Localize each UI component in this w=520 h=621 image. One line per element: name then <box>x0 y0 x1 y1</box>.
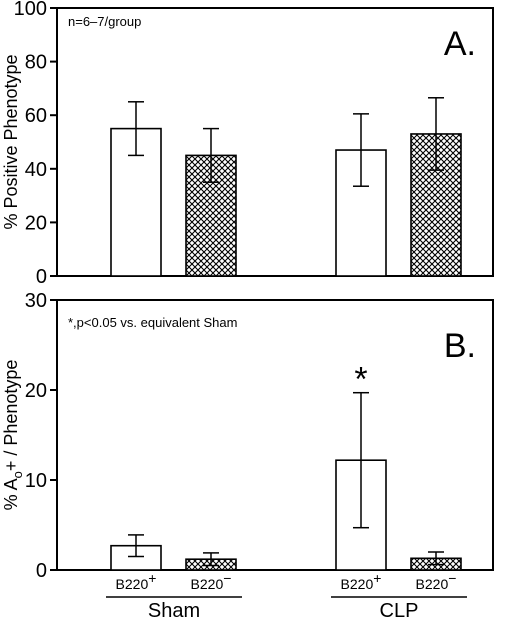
y-tick-label: 0 <box>36 560 47 582</box>
y-tick-label: 30 <box>25 290 47 312</box>
x-category-label: B220+ <box>116 570 157 592</box>
error-bar <box>128 101 144 157</box>
y-axis-title-part: % A <box>1 478 21 510</box>
y-tick-label: 60 <box>25 105 47 127</box>
y-axis-title: % Ao+ / Phenotype <box>1 360 25 511</box>
y-tick-label: 40 <box>25 159 47 181</box>
y-tick-label: 100 <box>14 0 47 20</box>
y-axis-title: % Positive Phenotype <box>1 54 21 229</box>
panel-a-annotation: n=6–7/group <box>68 14 141 29</box>
x-category-label: B220− <box>416 570 457 592</box>
y-axis-title-part: o <box>10 471 25 478</box>
y-tick-label: 0 <box>36 266 47 288</box>
group-label: CLP <box>380 600 419 621</box>
x-category-label: B220+ <box>341 570 382 592</box>
y-axis-title-part: + / Phenotype <box>1 360 21 472</box>
y-tick-label: 20 <box>25 212 47 234</box>
significance-marker: * <box>354 361 367 399</box>
error-bar <box>203 127 219 183</box>
panel-b-letter: B. <box>444 327 476 365</box>
panel-a: 0 20 40 60 80 100 % Positive Phenotype n=6–7/gr… <box>1 0 494 288</box>
error-bar <box>353 113 369 187</box>
group-label: Sham <box>148 600 200 621</box>
y-tick-label: 80 <box>25 52 47 74</box>
panel-b-annotation: *,p<0.05 vs. equivalent Sham <box>68 315 237 330</box>
error-bar <box>428 97 444 171</box>
panel-b-frame <box>56 299 494 571</box>
panel-a-frame <box>56 7 494 277</box>
panel-b: 0 10 20 30 % Ao+ / Phenotype *,p<0.05 vs. equ… <box>1 290 494 582</box>
y-tick-label: 20 <box>25 380 47 402</box>
panel-a-letter: A. <box>444 25 476 63</box>
error-bar <box>428 551 444 566</box>
x-category-label: B220− <box>191 570 232 592</box>
error-bar <box>128 534 144 558</box>
error-bar <box>203 552 219 567</box>
error-bar <box>353 391 369 529</box>
x-axis-labels: B220+ B220− B220+ B220− Sham CLP <box>106 570 467 621</box>
y-tick-label: 10 <box>25 470 47 492</box>
